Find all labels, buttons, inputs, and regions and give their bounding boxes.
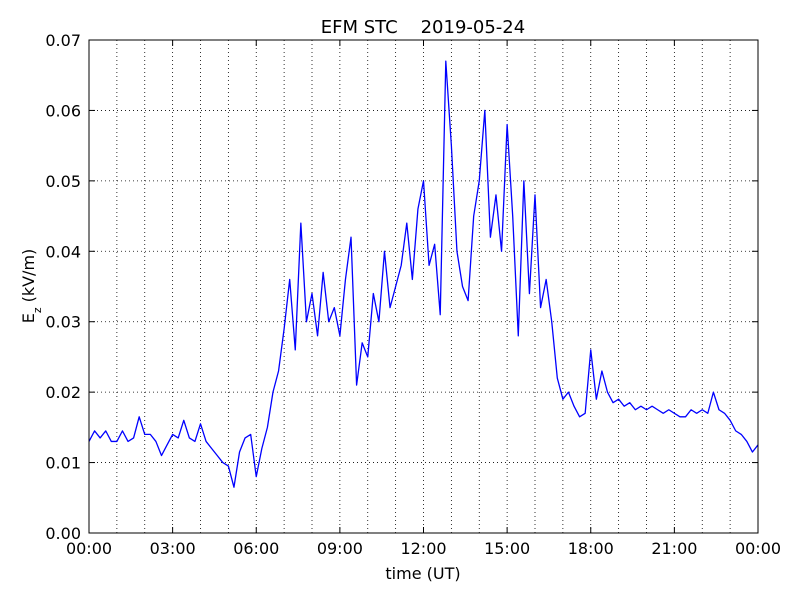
data-line — [88, 60, 759, 488]
x-tick-label: 12:00 — [400, 539, 446, 558]
y-label-symbol: E — [19, 313, 38, 323]
y-tick-label: 0.05 — [45, 172, 81, 191]
y-tick-label: 0.02 — [45, 383, 81, 402]
y-label-unit: (kV/m) — [19, 249, 38, 303]
x-tick-label: 21:00 — [651, 539, 697, 558]
y-tick-label: 0.04 — [45, 242, 81, 261]
y-tick-label: 0.03 — [45, 313, 81, 332]
y-tick-label: 0.00 — [45, 524, 81, 543]
x-tick-label: 18:00 — [568, 539, 614, 558]
x-tick-label: 00:00 — [735, 539, 781, 558]
y-tick-label: 0.01 — [45, 454, 81, 473]
x-axis-label: time (UT) — [385, 564, 460, 583]
plot-frame — [88, 39, 759, 534]
y-tick-label: 0.07 — [45, 31, 81, 50]
x-tick-label: 03:00 — [150, 539, 196, 558]
x-tick-label: 00:00 — [66, 539, 112, 558]
y-tick-label: 0.06 — [45, 101, 81, 120]
x-tick-label: 06:00 — [233, 539, 279, 558]
x-tick-label: 09:00 — [317, 539, 363, 558]
x-tick-label: 15:00 — [484, 539, 530, 558]
chart-title: EFM STC 2019-05-24 — [321, 17, 525, 38]
y-axis-label: Ez (kV/m) — [19, 249, 44, 324]
y-label-subscript: z — [31, 307, 44, 313]
